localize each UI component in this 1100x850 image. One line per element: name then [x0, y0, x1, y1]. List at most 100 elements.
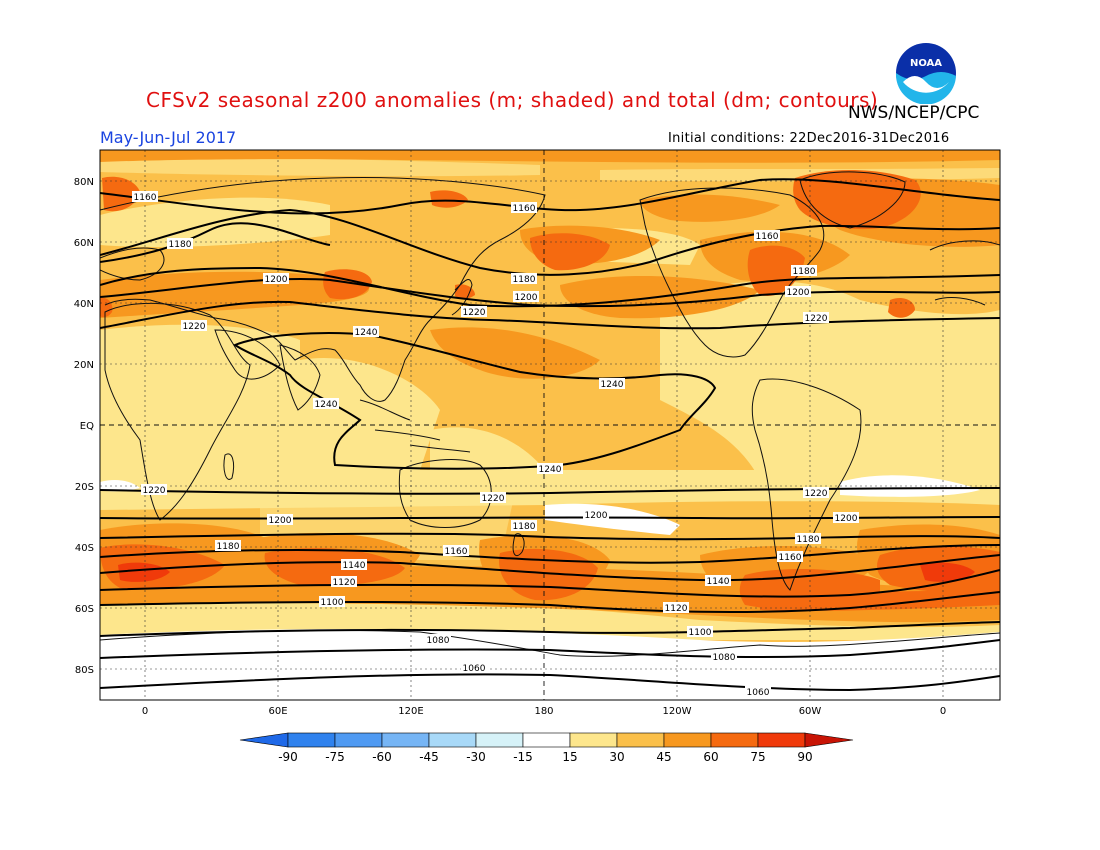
- contour-label: 1120: [333, 578, 356, 588]
- contour-label: 1100: [321, 598, 344, 608]
- colorbar-swatch: [757, 732, 806, 748]
- lat-label: 40N: [74, 299, 94, 310]
- lat-label: 60N: [74, 238, 94, 249]
- contour-label-bg: [511, 273, 537, 284]
- contour-label: 1220: [805, 489, 828, 499]
- contour-label: 1220: [805, 314, 828, 324]
- contour-label: 1240: [355, 328, 378, 338]
- contour-label-bg: [132, 191, 158, 202]
- contour-label-bg: [785, 286, 811, 297]
- colorbar-high-arrow: [804, 732, 854, 748]
- contour-label: 1160: [513, 204, 536, 214]
- colorbar-tick-label: 30: [609, 750, 624, 764]
- colorbar-swatch: [522, 732, 571, 748]
- colorbar-swatch: [569, 732, 618, 748]
- contour-label-bg: [795, 533, 821, 544]
- lon-label: 60E: [268, 706, 287, 717]
- contour-label: 1120: [665, 604, 688, 614]
- lat-label: 20N: [74, 360, 94, 371]
- contour-label-bg: [167, 238, 193, 249]
- contour-label-bg: [791, 265, 817, 276]
- contour-label-bg: [511, 520, 537, 531]
- contour-label-bg: [583, 509, 609, 520]
- agency-label: NWS/NCEP/CPC: [848, 103, 980, 123]
- contour-label-bg: [341, 559, 367, 570]
- shaded-anomalies: 1160 1160 1160 1180 1180 1180 1200 1200 1200 1220…: [100, 150, 1000, 700]
- contour-label: 1180: [217, 542, 240, 552]
- contour-label-bg: [599, 378, 625, 389]
- contour-label-bg: [425, 634, 451, 645]
- colorbar-tick-label: 75: [750, 750, 765, 764]
- lon-label: 120E: [398, 706, 423, 717]
- contour-label: 1060: [747, 688, 770, 698]
- contour-label: 1200: [787, 288, 810, 298]
- colorbar-swatch: [428, 732, 477, 748]
- contour-label: 1140: [343, 561, 366, 571]
- contour-label-bg: [711, 651, 737, 662]
- contour-label-bg: [705, 575, 731, 586]
- contour-label: 1240: [315, 400, 338, 410]
- colorbar-tick-label: -60: [372, 750, 392, 764]
- contour-label: 1200: [265, 275, 288, 285]
- contour-label-bg: [263, 273, 289, 284]
- contour-label: 1180: [513, 275, 536, 285]
- colorbar-tick-label: 45: [656, 750, 671, 764]
- contour-label-bg: [777, 551, 803, 562]
- contour-label-bg: [803, 312, 829, 323]
- initial-conditions: Initial conditions: 22Dec2016-31Dec2016: [668, 131, 950, 146]
- map-frame: [99, 149, 1001, 701]
- contour-label-bg: [461, 306, 487, 317]
- contour-label: 1160: [134, 193, 157, 203]
- contour-label-bg: [745, 686, 771, 697]
- contour-label: 1060: [463, 664, 486, 674]
- contour-label-bg: [480, 492, 506, 503]
- colorbar-swatch: [381, 732, 430, 748]
- contour-label: 1200: [585, 511, 608, 521]
- contour-label: 1180: [513, 522, 536, 532]
- contour-label: 1140: [707, 577, 730, 587]
- contour-label: 1240: [539, 465, 562, 475]
- longitude-labels: 0 60E 120E 180 120W 60W 0: [142, 706, 946, 717]
- contour-label: 1220: [143, 486, 166, 496]
- colorbar-tick-label: -30: [466, 750, 486, 764]
- contour-label-bg: [461, 662, 487, 673]
- lat-label: 80N: [74, 177, 94, 188]
- lon-label: 120W: [663, 706, 692, 717]
- colorbar-swatch: [663, 732, 712, 748]
- contour-label-bg: [663, 602, 689, 613]
- lat-label: EQ: [80, 421, 94, 432]
- contour-label-bg: [511, 202, 537, 213]
- colorbar-tick-label: -45: [419, 750, 439, 764]
- svg-text:NOAA: NOAA: [910, 58, 942, 69]
- contour-label-bg: [687, 626, 713, 637]
- contour-label: 1080: [427, 636, 450, 646]
- contour-label: 1240: [601, 380, 624, 390]
- contour-label: 1200: [269, 516, 292, 526]
- colorbar-tick-label: -75: [325, 750, 345, 764]
- colorbar-swatch: [710, 732, 759, 748]
- lat-label: 20S: [75, 482, 94, 493]
- lon-label: 60W: [799, 706, 822, 717]
- colorbar-swatch: [616, 732, 665, 748]
- lon-label: 0: [142, 706, 148, 717]
- contour-label: 1180: [169, 240, 192, 250]
- contour-label-bg: [754, 230, 780, 241]
- contour-label-bg: [537, 463, 563, 474]
- contour-label-bg: [267, 514, 293, 525]
- contour-label: 1160: [756, 232, 779, 242]
- color-bar: -90 -75 -60 -45 -30 -15 15 30 45 60 75 90: [239, 732, 854, 764]
- contour-label-bg: [181, 320, 207, 331]
- height-contours: [100, 178, 1000, 692]
- lat-label: 80S: [75, 665, 94, 676]
- contour-label-bg: [443, 545, 469, 556]
- lat-label: 40S: [75, 543, 94, 554]
- colorbar-swatch: [475, 732, 524, 748]
- contour-label-bg: [833, 512, 859, 523]
- colorbar-tick-label: -90: [278, 750, 298, 764]
- contour-label: 1200: [835, 514, 858, 524]
- contour-label-bg: [513, 291, 539, 302]
- forecast-period: May-Jun-Jul 2017: [100, 128, 237, 147]
- colorbar-low-arrow: [239, 732, 289, 748]
- noaa-logo-icon: NOAA: [895, 43, 956, 104]
